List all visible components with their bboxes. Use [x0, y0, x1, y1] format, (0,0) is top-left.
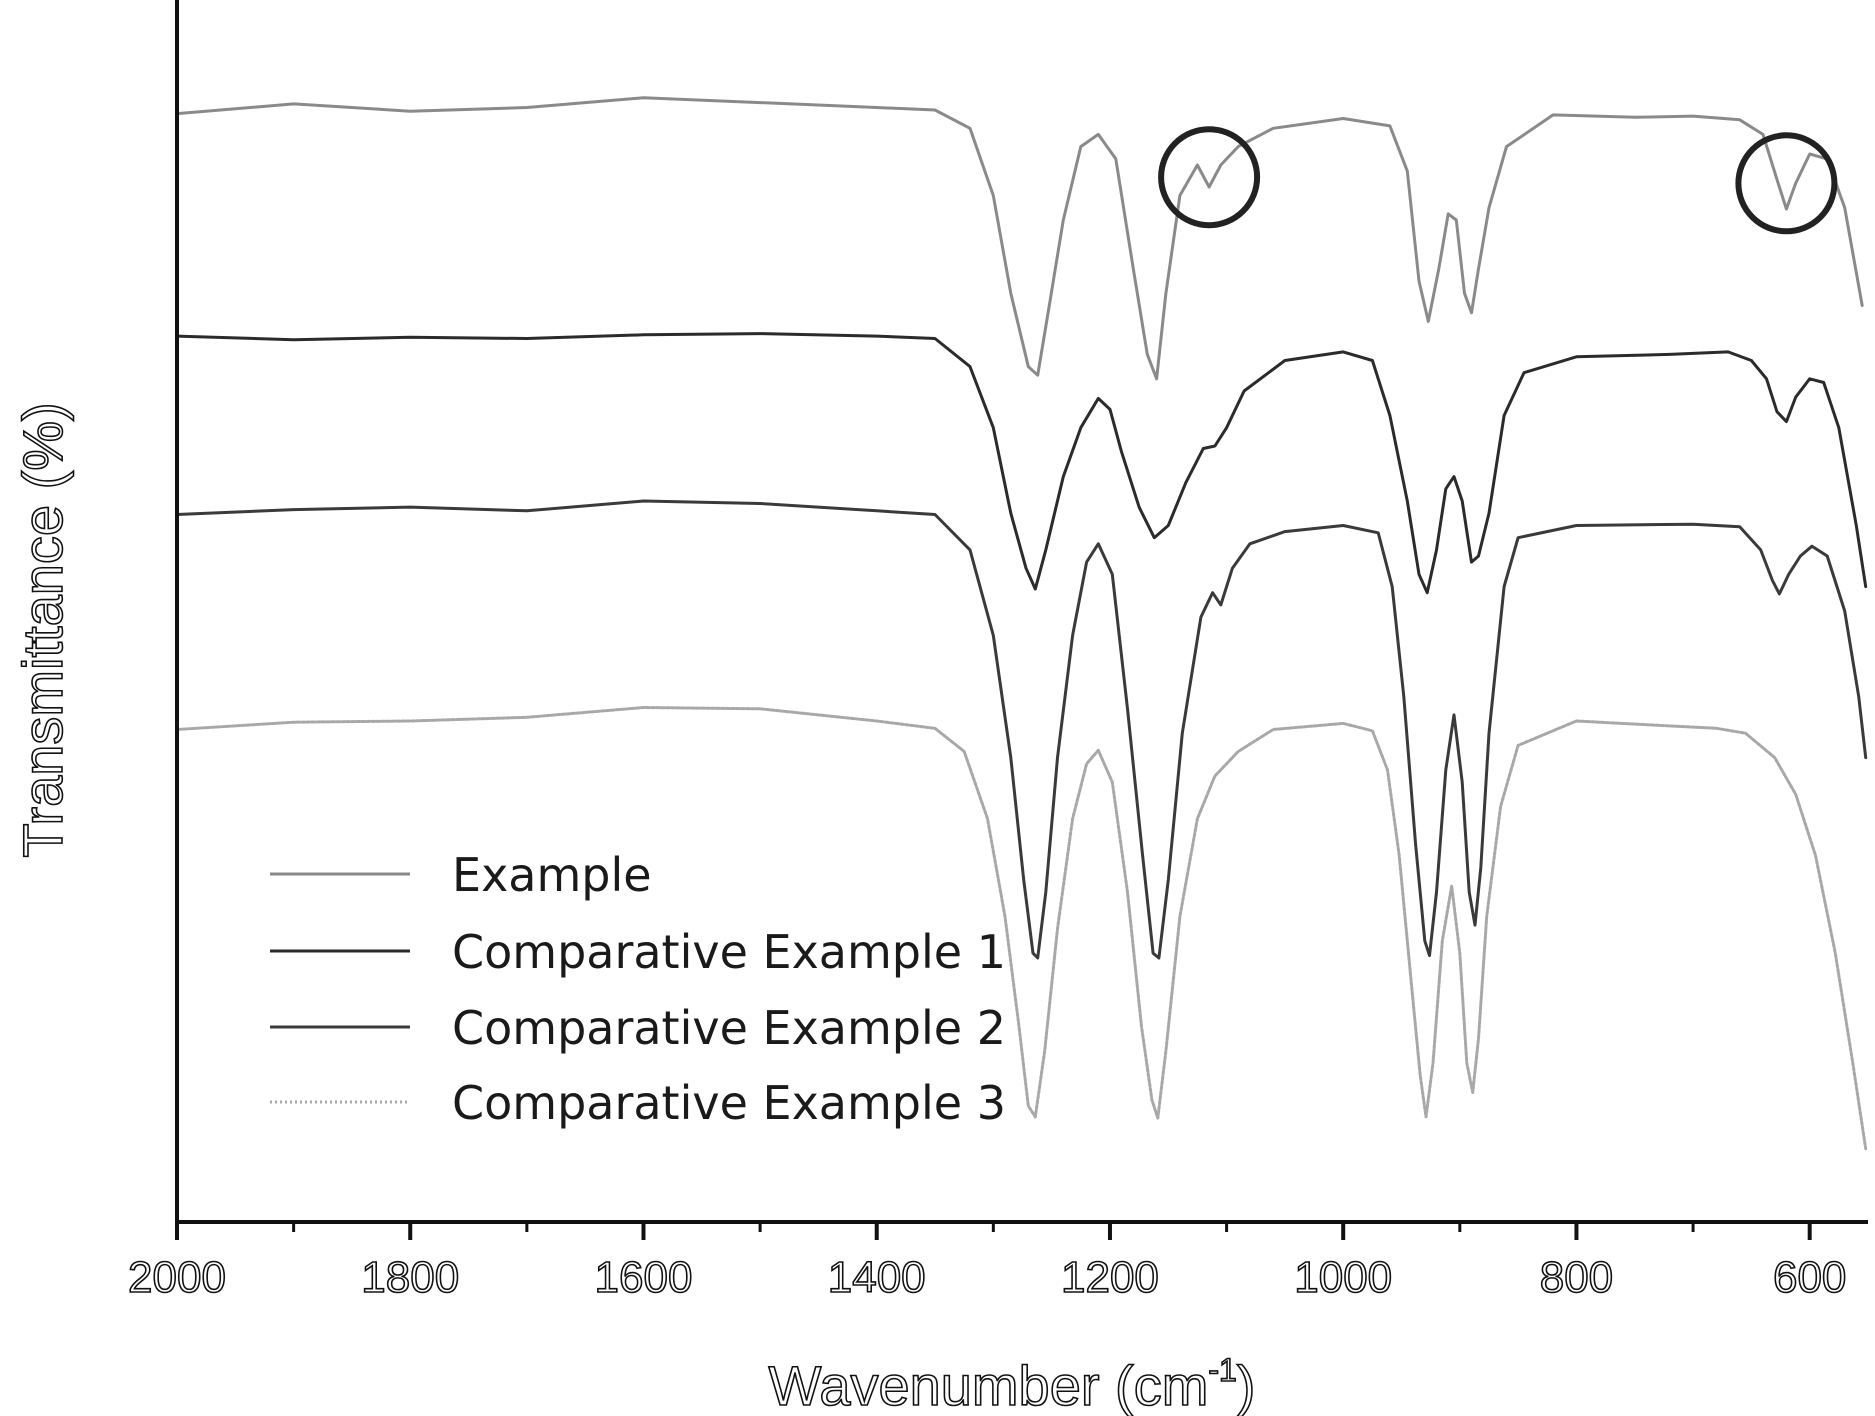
y-axis-title: Transmittance (%)	[11, 402, 74, 857]
x-tick-label-2000: 2000	[128, 1253, 226, 1302]
annotation-circle-1	[1158, 126, 1261, 229]
series-line-comparative-example-1	[175, 332, 1868, 595]
x-tick-label-1800: 1800	[361, 1253, 459, 1302]
x-tick-label-1600: 1600	[595, 1253, 693, 1302]
legend: Example Comparative Example 1 Comparativ…	[270, 848, 1006, 1130]
legend-label-comparative-example-1: Comparative Example 1	[452, 925, 1006, 979]
annotation-circle-2	[1735, 132, 1838, 235]
x-tick-label-1000: 1000	[1294, 1253, 1392, 1302]
legend-label-example: Example	[452, 848, 652, 902]
series-line-comparative-example-3	[175, 706, 1868, 1151]
series-line-example	[175, 96, 1864, 381]
x-tick-label-800: 800	[1540, 1253, 1613, 1302]
series-layer	[175, 96, 1868, 1151]
legend-label-comparative-example-3: Comparative Example 3	[452, 1076, 1006, 1130]
x-tick-layer: 2000 1800 1600 1400 1200 1000 800 600	[127, 1222, 1847, 1303]
x-tick-label-1400: 1400	[828, 1253, 926, 1302]
x-tick-label-1200: 1200	[1061, 1253, 1159, 1302]
x-axis-title-superscript: -1	[1208, 1352, 1236, 1388]
x-axis-title: Wavenumber (cm-1)	[769, 1352, 1256, 1416]
legend-label-comparative-example-2: Comparative Example 2	[452, 1001, 1006, 1055]
x-axis-title-close: )	[1237, 1354, 1256, 1416]
annotation-layer	[1158, 126, 1838, 235]
series-line-comparative-example-2	[175, 499, 1868, 960]
x-tick-label-600: 600	[1773, 1253, 1846, 1302]
x-axis-title-main: Wavenumber (cm	[769, 1354, 1209, 1416]
